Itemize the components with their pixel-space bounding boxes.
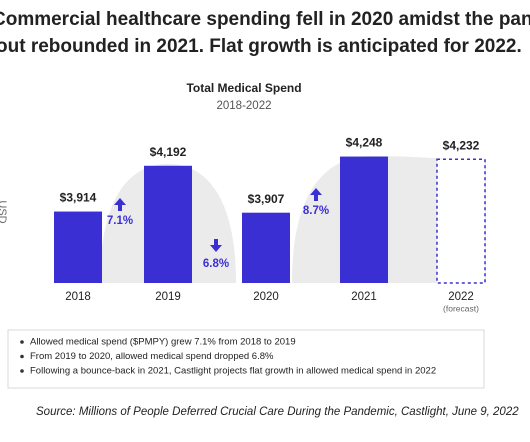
change-arrow	[310, 188, 322, 201]
bar	[144, 165, 192, 283]
bar	[54, 211, 102, 283]
chart-subtitle: 2018-2022	[217, 100, 272, 112]
value-label: $4,232	[443, 138, 480, 152]
x-tick-label: 2019	[155, 291, 181, 303]
bar	[242, 212, 290, 283]
note: Following a bounce-back in 2021, Castlig…	[30, 366, 436, 377]
x-tick-label: 2022	[448, 291, 474, 303]
bullet	[20, 354, 24, 359]
value-label: $3,914	[60, 191, 97, 205]
bullet	[20, 340, 24, 344]
headline: Commercial healthcare spending fell in 2…	[0, 9, 530, 30]
change-arrow	[210, 239, 222, 252]
change-label: 8.7%	[303, 205, 329, 217]
change-arrow	[114, 198, 126, 211]
bar	[436, 158, 486, 284]
change-label: 6.8%	[203, 258, 229, 270]
value-label: $3,907	[248, 192, 285, 206]
notes-box	[7, 329, 485, 389]
forecast-note: (forecast)	[443, 303, 479, 313]
change-label: 7.1%	[107, 215, 133, 227]
x-tick-label: 2021	[351, 291, 377, 303]
chart-title: Total Medical Spend	[186, 81, 301, 95]
note: Allowed medical spend ($PMPY) grew 7.1% …	[30, 337, 296, 348]
headline: out rebounded in 2021. Flat growth is an…	[0, 36, 522, 57]
note: From 2019 to 2020, allowed medical spend…	[30, 351, 274, 362]
bullet	[20, 369, 24, 373]
bar	[340, 156, 388, 283]
x-tick-label: 2020	[253, 291, 279, 303]
value-label: $4,192	[150, 145, 187, 159]
x-tick-label: 2018	[65, 291, 91, 303]
y-axis-label: USD	[0, 200, 8, 223]
source: Source: Millions of People Deferred Cruc…	[36, 406, 519, 418]
value-label: $4,248	[346, 136, 383, 150]
